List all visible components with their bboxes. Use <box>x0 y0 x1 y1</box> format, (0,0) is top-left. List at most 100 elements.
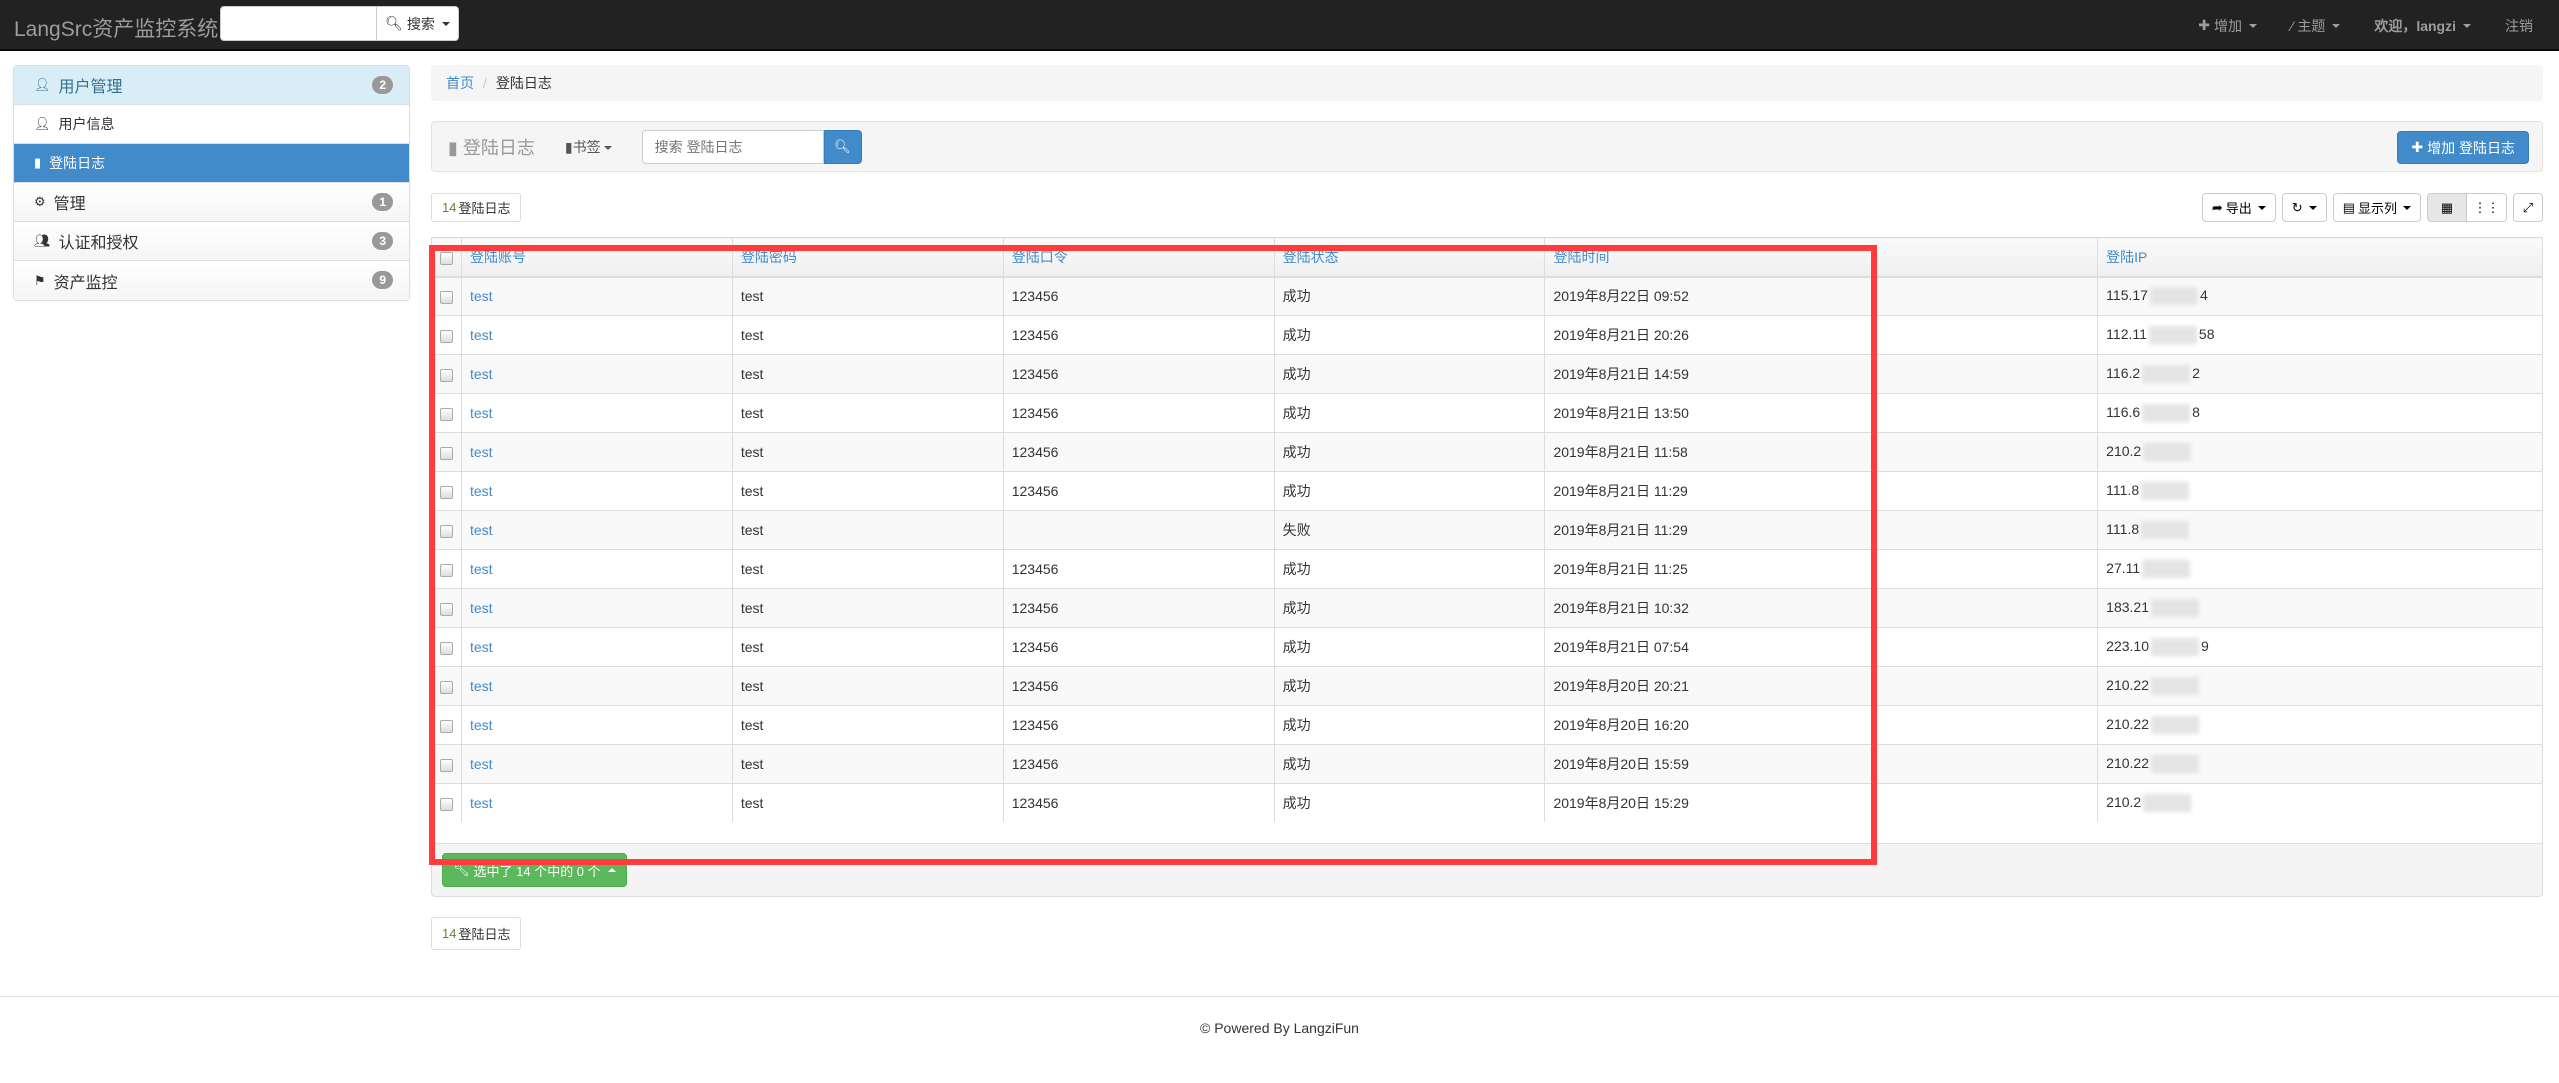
row-checkbox[interactable] <box>440 368 453 382</box>
account-cell: test <box>461 666 733 706</box>
account-link[interactable]: test <box>470 639 493 655</box>
password-cell: test <box>731 276 1004 316</box>
selection-label: 选中了 14 个中的 0 个 <box>473 863 601 879</box>
account-cell: test <box>461 471 733 511</box>
sidebar-item[interactable]: 👤︎ 用户管理 2 <box>14 66 409 105</box>
large-grid-view-button[interactable]: ▦ <box>2427 193 2467 222</box>
row-checkbox[interactable] <box>440 797 453 811</box>
nav-theme-menu[interactable]: ⁄ 主题 <box>2291 16 2341 36</box>
table-header-row: 登陆账号 登陆密码 登陆口令 登陆状态 登陆时间 登陆IP <box>431 237 2543 278</box>
nav-add-label: 增加 <box>2213 17 2242 34</box>
sidebar-item[interactable]: ⚙ 管理 1 <box>14 183 409 222</box>
column-header[interactable]: 登陆时间 <box>1544 237 2099 278</box>
nav-search-input[interactable] <box>220 6 377 41</box>
column-header[interactable]: 登陆IP <box>2097 237 2543 278</box>
redaction-blur <box>2151 638 2199 657</box>
row-select-cell <box>431 666 462 706</box>
token-cell: 123456 <box>1002 354 1275 394</box>
account-link[interactable]: test <box>470 717 493 733</box>
table-row: test test 123456 成功 2019年8月21日 11:29 111… <box>431 471 2543 511</box>
account-link[interactable]: test <box>470 600 493 616</box>
caret-down-icon <box>2248 23 2257 28</box>
row-checkbox[interactable] <box>440 719 453 733</box>
account-link[interactable]: test <box>470 288 493 305</box>
row-select-cell <box>431 744 462 784</box>
column-header[interactable]: 登陆密码 <box>731 237 1004 278</box>
column-header[interactable]: 登陆账号 <box>461 237 733 278</box>
list-search-input[interactable] <box>641 129 824 164</box>
row-checkbox[interactable] <box>440 446 453 460</box>
account-link[interactable]: test <box>470 405 493 421</box>
account-link[interactable]: test <box>470 561 493 577</box>
account-link[interactable]: test <box>470 522 493 538</box>
nav-logout[interactable]: 注销 <box>2505 17 2533 34</box>
account-link[interactable]: test <box>470 327 493 343</box>
table-footer-bar: 🔧︎ 选中了 14 个中的 0 个 <box>431 843 2543 897</box>
row-checkbox[interactable] <box>440 291 453 305</box>
account-link[interactable]: test <box>470 678 493 694</box>
row-checkbox[interactable] <box>440 524 453 538</box>
account-link[interactable]: test <box>470 366 493 382</box>
export-label: 导出 <box>2225 201 2252 216</box>
column-header[interactable]: 登陆口令 <box>1002 237 1275 278</box>
column-header[interactable]: 登陆状态 <box>1273 237 1546 278</box>
sidebar-item-badge: 3 <box>372 232 393 250</box>
export-button[interactable]: ➦ 导出 <box>2201 193 2276 222</box>
row-checkbox[interactable] <box>440 641 453 655</box>
account-link[interactable]: test <box>470 756 493 772</box>
row-checkbox[interactable] <box>440 602 453 616</box>
select-all-checkbox[interactable] <box>440 251 453 265</box>
row-checkbox[interactable] <box>440 563 453 577</box>
row-select-cell <box>431 393 462 433</box>
th-icon: ⋮⋮ <box>2473 199 2500 215</box>
password-cell: test <box>731 510 1004 550</box>
list-search-button[interactable]: 🔍︎ <box>823 129 862 164</box>
columns-label: 显示列 <box>2357 201 2397 216</box>
ip-cell: 112.11 58 <box>2097 315 2543 355</box>
sidebar-item-badge: 1 <box>372 193 393 211</box>
refresh-button[interactable]: ↻ <box>2281 193 2327 222</box>
add-login-log-label: 增加 登陆日志 <box>2427 139 2515 156</box>
sidebar-item[interactable]: ⚑ 资产监控 9 <box>14 261 409 300</box>
add-login-log-button[interactable]: ✚ 增加 登陆日志 <box>2397 131 2529 164</box>
password-cell: test <box>731 744 1004 784</box>
wrench-icon: 🔧︎ <box>453 862 470 877</box>
time-cell: 2019年8月21日 20:26 <box>1544 315 2099 355</box>
caret-down-icon <box>2257 205 2266 210</box>
account-link[interactable]: test <box>470 483 493 499</box>
row-checkbox[interactable] <box>440 680 453 694</box>
brand-logo[interactable]: LangSrc资产监控系统 <box>14 18 219 41</box>
bulk-actions-button[interactable]: 🔧︎ 选中了 14 个中的 0 个 <box>442 853 627 887</box>
time-cell: 2019年8月21日 14:59 <box>1544 354 2099 394</box>
account-link[interactable]: test <box>470 795 493 811</box>
status-cell: 成功 <box>1273 744 1546 784</box>
row-checkbox[interactable] <box>440 758 453 772</box>
table-row: test test 123456 成功 2019年8月20日 20:21 210… <box>431 666 2543 706</box>
sidebar-item[interactable]: 👤︎ 用户信息 <box>14 105 409 144</box>
small-grid-view-button[interactable]: ⋮⋮ <box>2467 193 2507 222</box>
breadcrumb-home[interactable]: 首页 <box>446 75 474 91</box>
status-cell: 成功 <box>1273 393 1546 433</box>
share-icon: ➦ <box>2211 199 2223 215</box>
bookmark-dropdown[interactable]: ▮书签 <box>565 137 612 157</box>
fullscreen-button[interactable]: ⤢ <box>2513 193 2543 222</box>
row-select-cell <box>431 315 462 355</box>
nav-user-menu[interactable]: 欢迎，langzi <box>2374 16 2471 36</box>
redaction-blur <box>2151 599 2199 618</box>
nav-add-menu[interactable]: ✚ 增加 <box>2198 16 2257 36</box>
account-link[interactable]: test <box>470 444 493 460</box>
columns-button[interactable]: ▤ 显示列 <box>2332 193 2421 222</box>
redaction-blur <box>2142 404 2191 423</box>
table-row: test test 123456 成功 2019年8月21日 11:25 27.… <box>431 549 2543 589</box>
ip-suffix: 2 <box>2192 364 2200 381</box>
row-checkbox[interactable] <box>440 485 453 499</box>
password-cell: test <box>731 627 1004 667</box>
sidebar-item[interactable]: ▮ 登陆日志 <box>14 144 409 183</box>
nav-search-button[interactable]: 🔍︎ 搜索 <box>377 6 459 41</box>
sidebar-item[interactable]: 👥︎ 认证和授权 3 <box>14 222 409 261</box>
footer-link[interactable]: LangziFun <box>1293 1020 1359 1036</box>
row-checkbox[interactable] <box>440 407 453 421</box>
table-row: test test 123456 成功 2019年8月20日 15:29 210… <box>431 783 2543 823</box>
ip-cell: 223.10 9 <box>2097 627 2543 667</box>
row-checkbox[interactable] <box>440 329 453 343</box>
